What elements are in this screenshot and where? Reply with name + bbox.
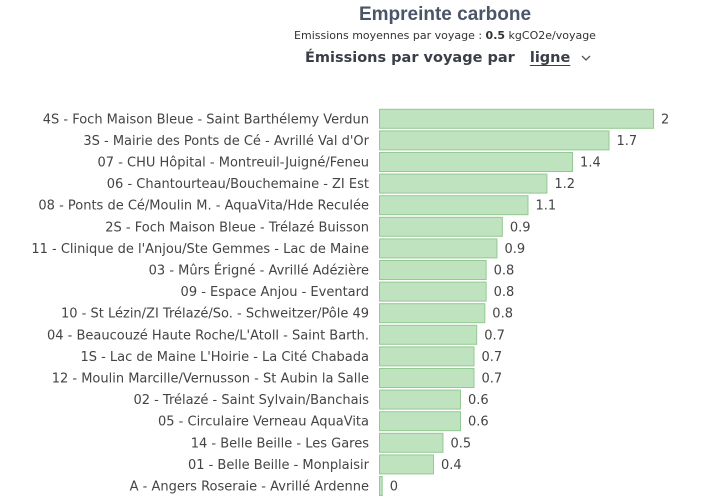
bar[interactable] [379, 281, 487, 302]
bar[interactable] [379, 108, 655, 129]
category-label: 04 - Beaucouzé Haute Roche/L'Atoll - Sai… [47, 328, 369, 343]
value-label: 0.6 [468, 393, 489, 408]
category-label: 01 - Belle Beille - Monplaisir [188, 458, 370, 473]
value-label: 1.1 [536, 199, 557, 214]
category-label: 07 - CHU Hôpital - Montreuil-Juigné/Fene… [98, 156, 369, 171]
category-label: 08 - Ponts de Cé/Moulin M. - AquaVita/Hd… [38, 199, 369, 214]
category-label: 14 - Belle Beille - Les Gares [191, 436, 369, 451]
category-label: 05 - Circulaire Verneau AquaVita [158, 415, 369, 430]
value-label: 1.4 [580, 156, 601, 171]
category-label: 2S - Foch Maison Bleue - Trélazé Buisson [105, 220, 369, 235]
category-label: 11 - Clinique de l'Anjou/Ste Gemmes - La… [31, 242, 369, 257]
chevron-down-icon [581, 55, 591, 61]
bar[interactable] [379, 238, 498, 259]
bar[interactable] [379, 260, 487, 280]
value-label: 0.7 [482, 350, 503, 365]
category-label: 10 - St Lézin/ZI Trélazé/So. - Schweitze… [61, 307, 369, 322]
value-label: 0.8 [494, 285, 515, 300]
value-label: 2 [661, 112, 669, 127]
grouping-dropdown[interactable]: ligne [530, 50, 593, 66]
category-label: 4S - Foch Maison Bleue - Saint Barthélem… [43, 112, 369, 127]
category-label: 03 - Mûrs Érigné - Avrillé Adézière [149, 263, 369, 279]
value-label: 0.6 [468, 415, 489, 430]
grouping-dropdown-value: ligne [529, 50, 571, 66]
value-label: 0.7 [482, 372, 503, 387]
chart-title: Empreinte carbone [0, 4, 707, 26]
bar[interactable] [379, 195, 529, 216]
subtitle-unit: kgCO2e/voyage [508, 29, 596, 42]
value-label: 1.7 [617, 134, 638, 149]
value-label: 0.8 [492, 307, 513, 322]
chart-title-text: Empreinte carbone [358, 4, 532, 25]
bar[interactable] [379, 303, 486, 324]
value-label: 0.9 [510, 220, 531, 235]
bar[interactable] [379, 454, 434, 475]
subtitle-prefix: Emissions moyennes par voyage : [294, 29, 483, 42]
category-label: 02 - Trélazé - Saint Sylvain/Banchais [133, 393, 369, 408]
subtitle-value: 0.5 [485, 29, 506, 42]
category-label: 3S - Mairie des Ponts de Cé - Avrillé Va… [83, 134, 369, 149]
category-label: A - Angers Roseraie - Avrillé Ardenne [130, 480, 369, 495]
category-label: 1S - Lac de Maine L'Hoirie - La Cité Cha… [80, 350, 369, 365]
category-label: 09 - Espace Anjou - Eventard [181, 285, 369, 300]
bar[interactable] [379, 324, 478, 345]
category-label: 06 - Chantourteau/Bouchemaine - ZI Est [107, 177, 369, 192]
bar[interactable] [379, 476, 383, 496]
bar[interactable] [379, 346, 475, 367]
selector-label: Émissions par voyage par [305, 50, 515, 66]
chart-subtitle: Emissions moyennes par voyage : 0.5 kgCO… [0, 29, 707, 42]
bar[interactable] [379, 389, 461, 410]
value-label: 0.4 [441, 458, 462, 473]
value-label: 0 [390, 480, 398, 495]
bar[interactable] [379, 152, 574, 172]
value-label: 0.9 [504, 242, 525, 257]
bar[interactable] [379, 173, 548, 194]
bar[interactable] [379, 368, 475, 388]
bar[interactable] [379, 130, 610, 151]
category-label: 12 - Moulin Marcille/Vernusson - St Aubi… [52, 372, 369, 387]
emissions-grouping-selector: Émissions par voyage par ligne [305, 50, 592, 66]
bar[interactable] [379, 216, 503, 237]
value-label: 1.2 [554, 177, 575, 192]
bar[interactable] [379, 411, 461, 432]
bar[interactable] [379, 432, 444, 453]
value-label: 0.5 [450, 436, 471, 451]
value-label: 0.8 [494, 264, 515, 279]
value-label: 0.7 [484, 328, 505, 343]
